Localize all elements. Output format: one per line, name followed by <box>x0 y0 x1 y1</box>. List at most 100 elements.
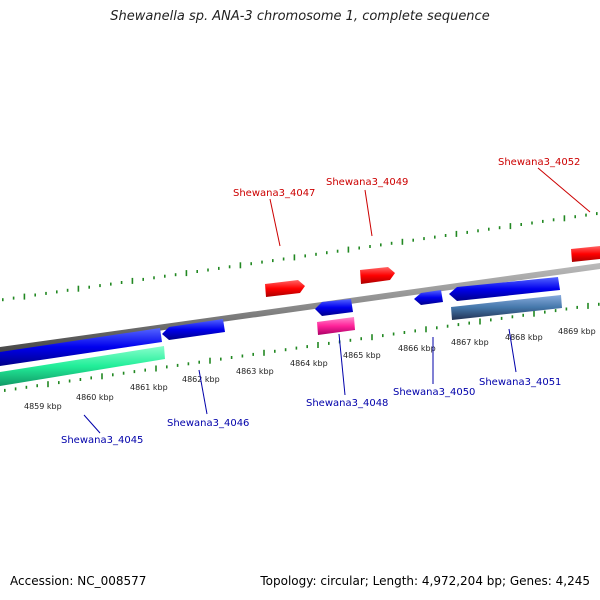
minor-tick <box>79 378 82 381</box>
minor-tick <box>176 363 179 367</box>
minor-tick <box>274 349 276 353</box>
gene-shewana3-4049[interactable] <box>360 267 395 284</box>
gene-shewana3-4052[interactable] <box>571 246 600 262</box>
minor-tick <box>488 227 490 231</box>
minor-tick <box>598 302 600 306</box>
minor-tick <box>369 245 371 248</box>
minor-tick <box>133 370 136 374</box>
feature-bar-teal[interactable] <box>0 346 165 386</box>
minor-tick <box>336 249 339 253</box>
minor-tick <box>382 334 384 338</box>
minor-tick <box>304 254 306 258</box>
forward-tick-track <box>2 212 598 302</box>
gene-shewana3-4045[interactable] <box>0 328 162 366</box>
minor-tick <box>390 241 393 245</box>
tick-label: 4861 kbp <box>130 383 168 392</box>
feature-bar-pink[interactable] <box>317 317 355 335</box>
major-tick <box>209 357 211 364</box>
minor-tick <box>554 309 557 313</box>
minor-tick <box>284 348 287 352</box>
minor-tick <box>56 290 58 294</box>
minor-tick <box>436 326 438 330</box>
major-tick <box>293 254 296 261</box>
minor-tick <box>328 341 330 345</box>
minor-tick <box>228 265 231 269</box>
minor-tick <box>466 230 468 234</box>
minor-tick <box>36 384 38 388</box>
major-tick <box>587 302 589 309</box>
minor-tick <box>576 305 578 309</box>
minor-tick <box>14 387 17 391</box>
minor-tick <box>544 310 546 314</box>
minor-tick <box>230 356 233 359</box>
minor-tick <box>282 257 285 261</box>
tick-label: 4860 kbp <box>76 393 114 402</box>
minor-tick <box>423 237 425 241</box>
gene-shewana3-4050[interactable] <box>414 290 443 305</box>
minor-tick <box>4 388 6 392</box>
gene-labels: Shewana3_4045 Shewana3_4046 Shewana3_404… <box>61 157 580 446</box>
major-tick <box>401 238 404 245</box>
tick-label: 4869 kbp <box>558 327 596 336</box>
minor-tick <box>110 282 112 286</box>
major-tick <box>509 223 512 230</box>
minor-tick <box>477 229 479 233</box>
major-tick <box>77 285 80 292</box>
minor-tick <box>457 323 460 327</box>
minor-tick <box>66 288 69 292</box>
minor-tick <box>358 246 360 250</box>
minor-tick <box>88 285 90 289</box>
gene-label-shewana3-4052[interactable]: Shewana3_4052 <box>498 157 580 168</box>
minor-tick <box>120 281 123 284</box>
minor-tick <box>434 235 436 239</box>
gene-label-shewana3-4047[interactable]: Shewana3_4047 <box>233 188 315 199</box>
minor-tick <box>511 315 514 319</box>
feature-bar-steel[interactable] <box>451 295 562 320</box>
minor-tick <box>220 357 222 361</box>
minor-tick <box>403 331 406 334</box>
major-tick <box>347 246 350 253</box>
gene-label-shewana3-4049[interactable]: Shewana3_4049 <box>326 177 408 188</box>
minor-tick <box>392 332 395 336</box>
minor-tick <box>380 243 382 247</box>
minor-tick <box>45 291 47 295</box>
major-tick <box>479 318 481 325</box>
minor-tick <box>90 376 92 380</box>
minor-tick <box>164 274 166 278</box>
minor-tick <box>295 346 298 350</box>
minor-tick <box>198 360 200 364</box>
minor-tick <box>112 373 114 377</box>
tick-label: 4865 kbp <box>343 351 381 360</box>
minor-tick <box>498 226 501 230</box>
minor-tick <box>522 313 524 317</box>
gene-label-shewana3-4051[interactable]: Shewana3_4051 <box>479 377 561 388</box>
minor-tick <box>531 221 533 225</box>
minor-tick <box>174 273 177 277</box>
major-tick <box>371 334 373 341</box>
major-tick <box>239 262 242 269</box>
major-tick <box>47 381 49 388</box>
minor-tick <box>574 215 576 219</box>
leader-line <box>508 328 517 373</box>
gene-shewana3-4046[interactable] <box>162 319 225 340</box>
minor-tick <box>542 219 544 223</box>
gene-label-shewana3-4048[interactable]: Shewana3_4048 <box>306 398 388 409</box>
genome-summary-text: Topology: circular; Length: 4,972,204 bp… <box>260 574 590 588</box>
gene-shewana3-4048[interactable] <box>315 299 353 316</box>
gene-shewana3-4051[interactable] <box>449 277 560 301</box>
minor-tick <box>196 270 198 273</box>
gene-shewana3-4047[interactable] <box>265 280 305 297</box>
minor-tick <box>166 365 168 369</box>
tick-label: 4867 kbp <box>451 338 489 347</box>
minor-tick <box>252 352 254 356</box>
tick-label: 4863 kbp <box>236 367 274 376</box>
gene-label-shewana3-4045[interactable]: Shewana3_4045 <box>61 435 143 446</box>
leader-line <box>537 167 591 213</box>
gene-label-shewana3-4046[interactable]: Shewana3_4046 <box>167 418 249 429</box>
minor-tick <box>250 262 252 266</box>
minor-tick <box>2 298 4 302</box>
minor-tick <box>446 324 449 328</box>
reverse-tick-track <box>4 302 600 392</box>
gene-label-shewana3-4050[interactable]: Shewana3_4050 <box>393 387 475 398</box>
minor-tick <box>490 318 492 322</box>
